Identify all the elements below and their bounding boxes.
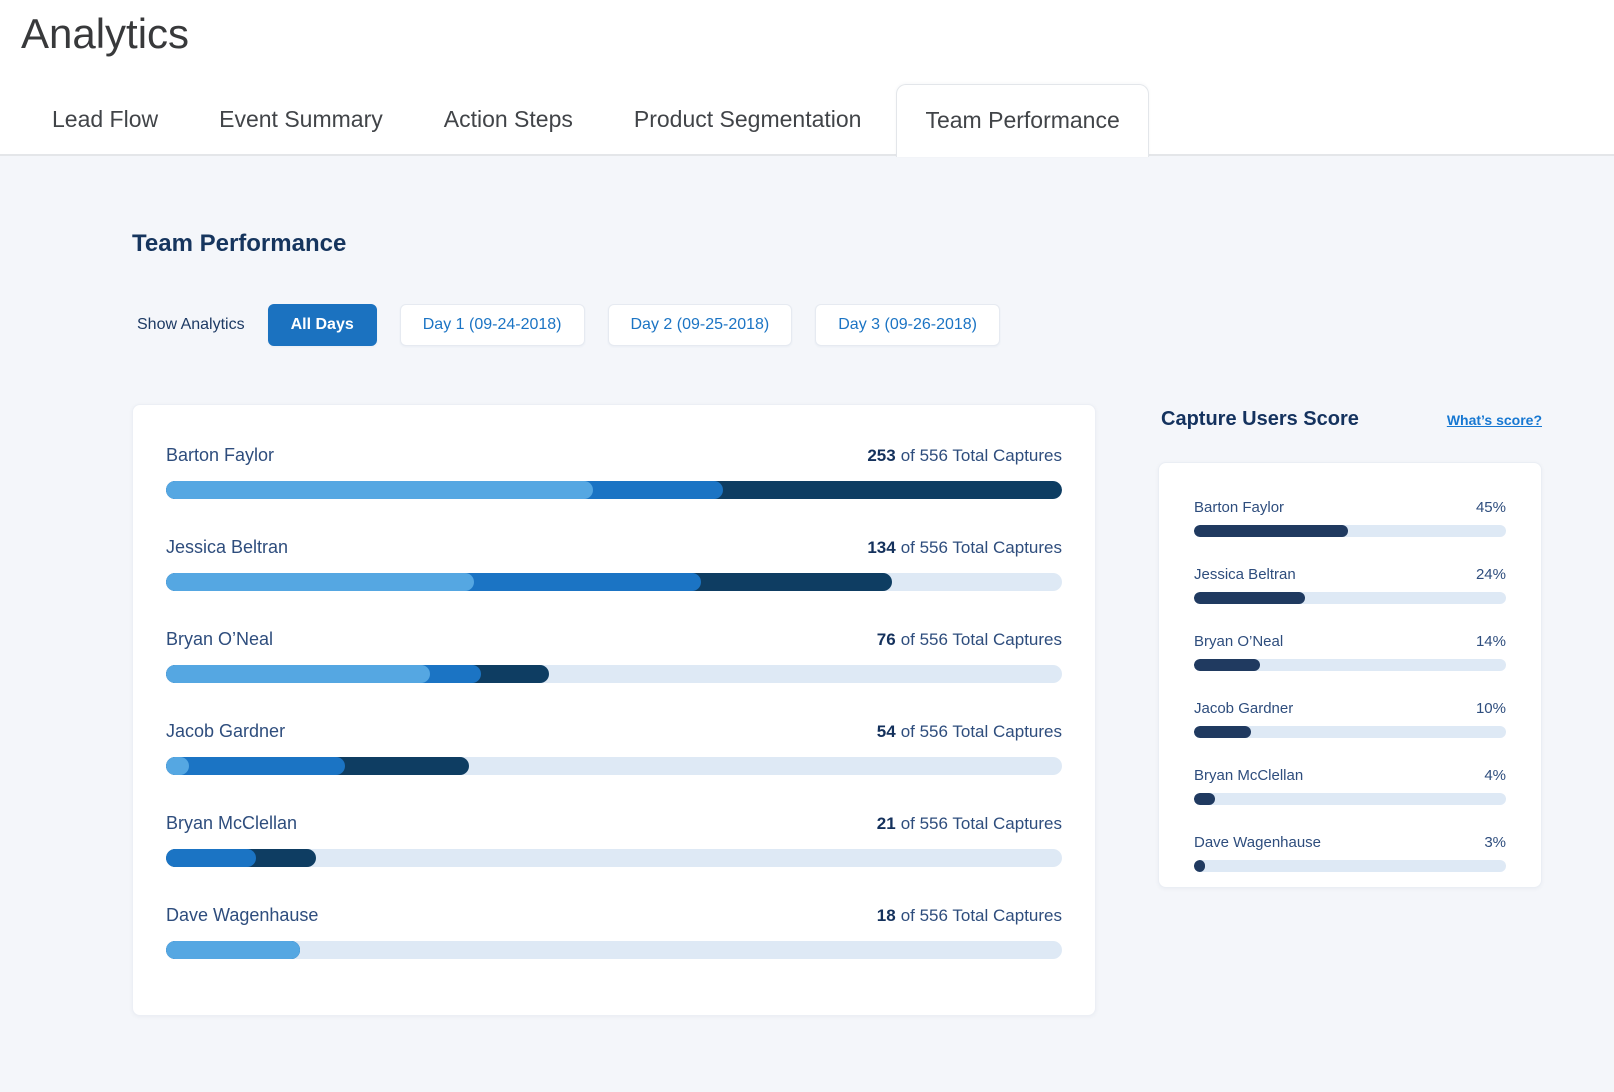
member-name: Jacob Gardner [166,721,286,741]
tab-team-performance[interactable]: Team Performance [896,83,1149,157]
member-row: Bryan O’Neal 76 of 556 Total Captures [166,629,1062,683]
filter-row: Show Analytics All Days Day 1 (09-24-201… [137,304,1023,346]
score-panel: Barton Faylor 45% Jessica Beltran 24% Br… [1158,462,1542,888]
member-row: Jessica Beltran 134 of 556 Total Captures [166,537,1062,591]
captures-bar-track [166,573,1062,591]
score-row: Dave Wagenhause 3% [1194,834,1506,872]
score-row: Barton Faylor 45% [1194,499,1506,537]
filter-day-1-button[interactable]: Day 1 (09-24-2018) [399,304,585,346]
score-bar-fill [1194,860,1205,872]
score-header: Capture Users Score What’s score? [1161,408,1542,431]
captures-suffix: of 556 Total Captures [900,722,1062,741]
captures-bar-segment-day2 [166,757,346,775]
captures-count: 76 [876,630,896,649]
captures-bar-segment-day1 [166,941,301,959]
member-captures: 54 of 556 Total Captures [877,722,1062,742]
member-name: Dave Wagenhause [166,905,319,925]
filter-all-days-button[interactable]: All Days [267,304,377,346]
content-area: Team Performance Show Analytics All Days… [0,156,1614,1092]
tab-lead-flow[interactable]: Lead Flow [52,105,159,132]
score-name: Dave Wagenhause [1194,834,1322,851]
captures-count: 54 [876,722,896,741]
captures-count: 134 [867,538,896,557]
member-captures: 253 of 556 Total Captures [867,446,1062,466]
tab-event-summary[interactable]: Event Summary [219,105,383,132]
captures-bar-track [166,481,1062,499]
score-name: Jacob Gardner [1194,700,1294,717]
captures-bar-segment-day1 [166,757,190,775]
score-percent: 24% [1475,566,1506,583]
score-bar-track [1194,659,1506,671]
member-row: Barton Faylor 253 of 556 Total Captures [166,445,1062,499]
score-name: Bryan O’Neal [1194,633,1284,650]
score-bar-track [1194,860,1506,872]
captures-bar-track [166,941,1062,959]
captures-suffix: of 556 Total Captures [900,906,1062,925]
score-bar-fill [1194,592,1306,604]
score-name: Bryan McClellan [1194,767,1304,784]
tab-team-performance-label: Team Performance [925,107,1120,133]
score-title: Capture Users Score [1161,408,1359,430]
page-header: Analytics Lead Flow Event Summary Action… [0,0,1614,157]
page-title: Analytics [21,10,190,57]
captures-count: 253 [867,446,896,465]
member-captures: 21 of 556 Total Captures [877,814,1062,834]
score-bar-track [1194,592,1506,604]
score-name: Barton Faylor [1194,499,1285,516]
score-row: Bryan McClellan 4% [1194,767,1506,805]
member-row: Dave Wagenhause 18 of 556 Total Captures [166,905,1062,959]
captures-suffix: of 556 Total Captures [900,446,1062,465]
filter-day-2-button[interactable]: Day 2 (09-25-2018) [607,304,793,346]
captures-suffix: of 556 Total Captures [900,814,1062,833]
score-percent: 45% [1475,499,1506,516]
captures-bar-track [166,665,1062,683]
captures-count: 18 [876,906,896,925]
score-percent: 3% [1484,834,1506,851]
captures-bar-segment-day1 [166,573,475,591]
member-name: Jessica Beltran [166,537,289,557]
member-name: Bryan O’Neal [166,629,274,649]
captures-panel: Barton Faylor 253 of 556 Total Captures J… [132,404,1096,1016]
captures-bar-track [166,849,1062,867]
captures-suffix: of 556 Total Captures [900,538,1062,557]
score-bar-fill [1194,793,1215,805]
member-captures: 134 of 556 Total Captures [867,538,1062,558]
score-bar-track [1194,525,1506,537]
member-row: Bryan McClellan 21 of 556 Total Captures [166,813,1062,867]
show-analytics-label: Show Analytics [137,316,245,333]
captures-suffix: of 556 Total Captures [900,630,1062,649]
section-title: Team Performance [132,230,347,257]
member-captures: 76 of 556 Total Captures [877,630,1062,650]
tab-product-segmentation[interactable]: Product Segmentation [633,105,862,132]
score-row: Jessica Beltran 24% [1194,566,1506,604]
score-row: Bryan O’Neal 14% [1194,633,1506,671]
score-percent: 10% [1475,700,1506,717]
captures-count: 21 [876,814,896,833]
member-name: Barton Faylor [166,445,275,465]
member-row: Jacob Gardner 54 of 556 Total Captures [166,721,1062,775]
captures-bar-segment-day1 [166,665,431,683]
score-percent: 14% [1475,633,1506,650]
whats-score-link[interactable]: What’s score? [1446,412,1542,428]
captures-bar-track [166,757,1062,775]
score-name: Jessica Beltran [1194,566,1296,583]
member-captures: 18 of 556 Total Captures [877,906,1062,926]
score-bar-fill [1194,726,1252,738]
score-bar-fill [1194,659,1260,671]
tab-bar: Lead Flow Event Summary Action Steps Pro… [0,83,1614,157]
member-name: Bryan McClellan [166,813,298,833]
score-percent: 4% [1484,767,1506,784]
tab-action-steps[interactable]: Action Steps [443,105,573,132]
score-bar-fill [1194,525,1349,537]
captures-bar-segment-day1 [166,481,594,499]
captures-bar-segment-day2 [166,849,257,867]
score-bar-track [1194,726,1506,738]
filter-day-3-button[interactable]: Day 3 (09-26-2018) [815,304,1000,346]
score-bar-track [1194,793,1506,805]
score-row: Jacob Gardner 10% [1194,700,1506,738]
